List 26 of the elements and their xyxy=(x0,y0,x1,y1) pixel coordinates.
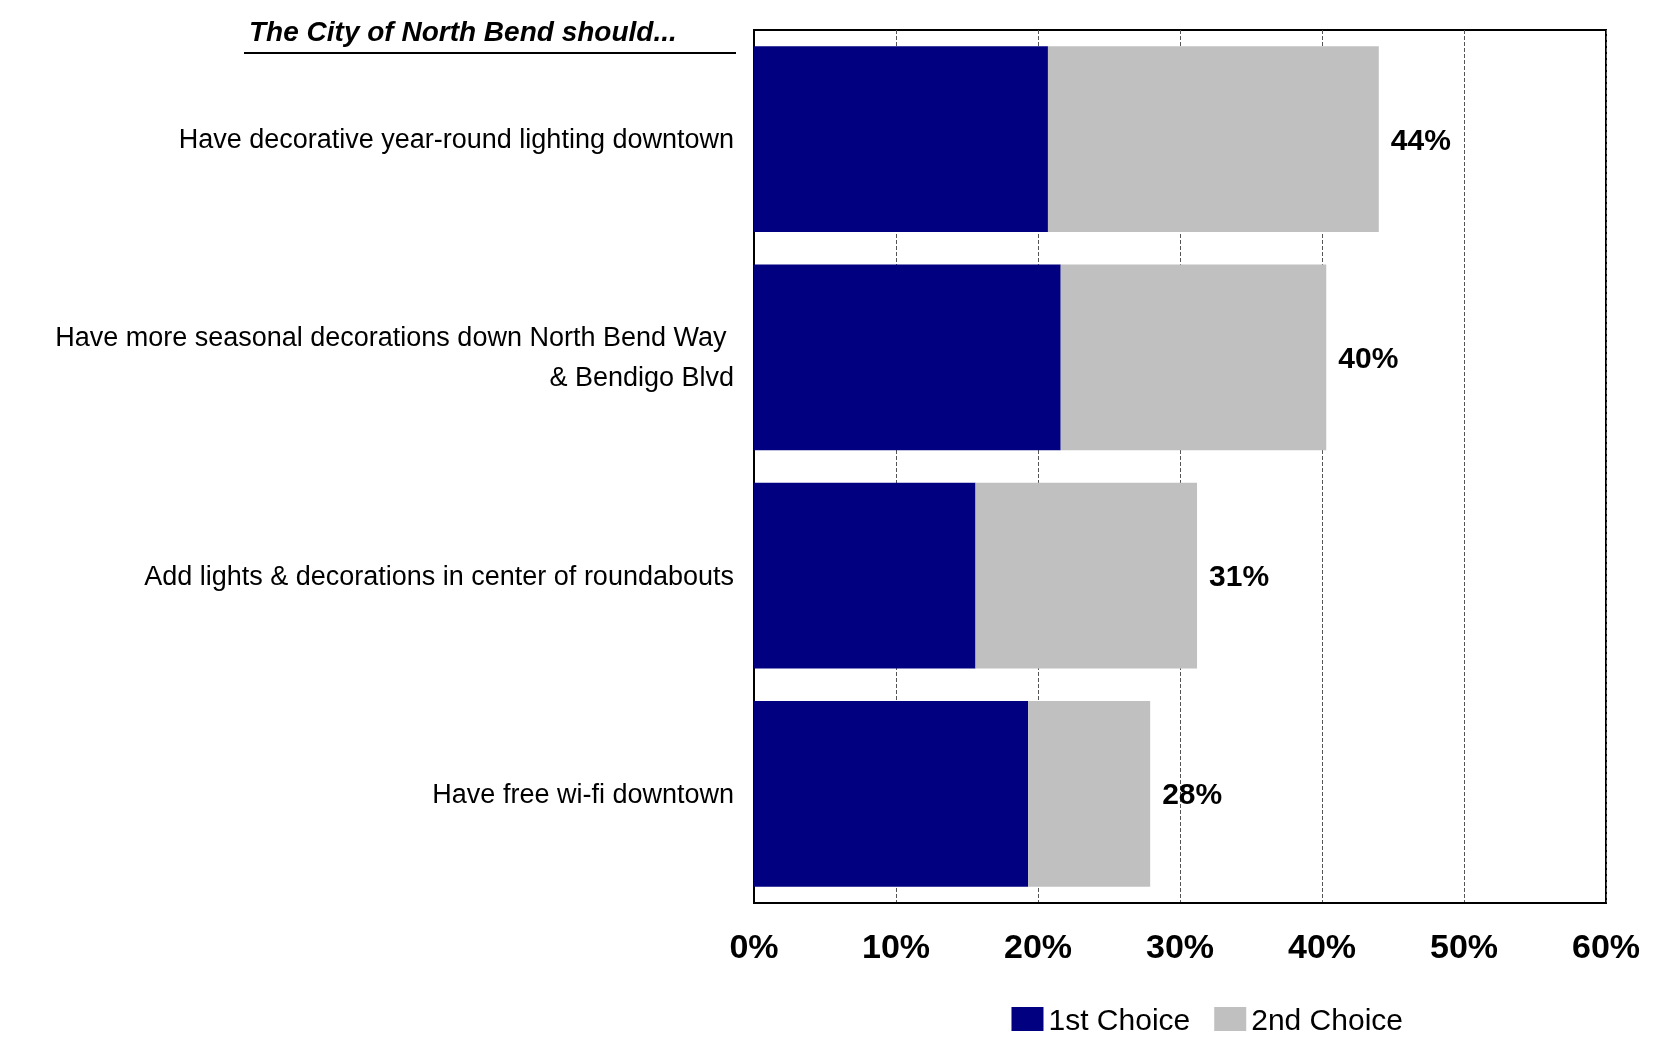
total-label: 31% xyxy=(1209,559,1270,593)
bar xyxy=(1060,264,1327,451)
bar xyxy=(754,46,1048,232)
bar xyxy=(754,264,1061,451)
legend-label: 2nd Choice xyxy=(1251,1002,1404,1036)
total-label: 44% xyxy=(1390,122,1451,156)
x-tick-label: 40% xyxy=(1287,927,1357,965)
y-tick-label: Add lights & decorations in center of roundabouts xyxy=(144,560,734,591)
x-tick-label: 30% xyxy=(1145,927,1215,965)
x-tick-label: 10% xyxy=(861,927,931,965)
x-tick-label: 60% xyxy=(1571,927,1641,965)
bar xyxy=(1047,46,1379,232)
x-tick-label: 50% xyxy=(1429,927,1499,965)
total-label: 28% xyxy=(1162,777,1223,811)
bar xyxy=(754,482,976,669)
legend-label: 1st Choice xyxy=(1048,1002,1191,1036)
bar xyxy=(754,701,1029,887)
y-tick-label: Have decorative year-round lighting downtown xyxy=(178,124,734,155)
bar xyxy=(975,482,1198,669)
y-tick-label: Have more seasonal decorations down North Bend Way & Bendigo Blvd xyxy=(55,322,734,393)
text: The City of North Bend should... xyxy=(249,15,677,47)
y-tick-label: Have free wi-fi downtown xyxy=(432,778,734,809)
bar xyxy=(1028,701,1151,887)
x-tick-label: 0% xyxy=(729,927,779,965)
x-tick-label: 20% xyxy=(1003,927,1073,965)
total-label: 40% xyxy=(1338,340,1399,374)
